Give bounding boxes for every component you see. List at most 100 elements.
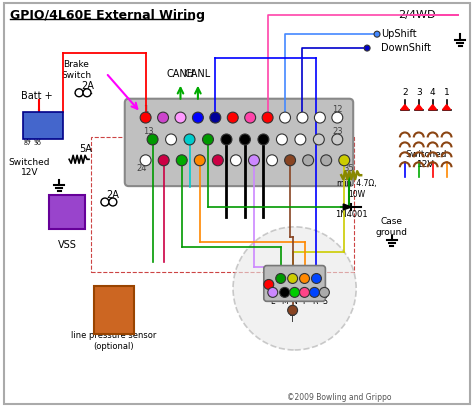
Text: 87: 87 xyxy=(24,141,31,146)
Circle shape xyxy=(258,134,269,145)
Circle shape xyxy=(313,134,324,145)
Text: 12: 12 xyxy=(332,105,343,114)
Circle shape xyxy=(276,134,287,145)
Circle shape xyxy=(202,134,213,145)
Circle shape xyxy=(374,31,380,37)
Circle shape xyxy=(248,155,259,166)
Text: N/O Main
Relay: N/O Main Relay xyxy=(26,116,61,135)
Text: 1: 1 xyxy=(444,88,449,97)
Text: VSS: VSS xyxy=(58,240,77,250)
Circle shape xyxy=(290,287,300,298)
Text: 4: 4 xyxy=(430,88,436,97)
Text: Brake
Switch: Brake Switch xyxy=(61,60,91,80)
Circle shape xyxy=(288,305,298,315)
Circle shape xyxy=(268,287,278,298)
Circle shape xyxy=(109,198,117,206)
Polygon shape xyxy=(343,204,351,210)
Circle shape xyxy=(165,134,176,145)
Circle shape xyxy=(310,287,319,298)
Circle shape xyxy=(311,274,321,283)
Circle shape xyxy=(288,274,298,283)
Text: 85: 85 xyxy=(34,137,41,142)
Circle shape xyxy=(339,155,350,166)
Circle shape xyxy=(239,134,250,145)
Text: B: B xyxy=(290,283,295,292)
Circle shape xyxy=(303,155,314,166)
Text: Gnd  5V  signal: Gnd 5V signal xyxy=(111,287,116,334)
Circle shape xyxy=(364,45,370,51)
Text: A: A xyxy=(278,283,283,292)
Bar xyxy=(91,138,354,271)
Text: 2A: 2A xyxy=(106,190,119,200)
Circle shape xyxy=(321,155,332,166)
Text: Switched
12V: Switched 12V xyxy=(405,150,447,169)
Text: P: P xyxy=(302,297,307,306)
Circle shape xyxy=(332,134,343,145)
Circle shape xyxy=(83,89,91,97)
Circle shape xyxy=(332,112,343,123)
FancyBboxPatch shape xyxy=(264,266,325,301)
Text: 13: 13 xyxy=(143,127,154,136)
Circle shape xyxy=(175,112,186,123)
Circle shape xyxy=(194,155,205,166)
Text: D: D xyxy=(313,283,319,292)
Circle shape xyxy=(280,112,291,123)
Text: 2: 2 xyxy=(402,88,408,97)
Text: GPIO/4L60E External Wiring: GPIO/4L60E External Wiring xyxy=(9,9,205,22)
Circle shape xyxy=(264,280,274,289)
Text: UpShift: UpShift xyxy=(381,29,417,39)
Polygon shape xyxy=(401,105,409,109)
Circle shape xyxy=(147,134,158,145)
Bar xyxy=(94,287,134,334)
Bar xyxy=(24,112,63,140)
Circle shape xyxy=(176,155,187,166)
Polygon shape xyxy=(428,105,437,109)
Text: CANH: CANH xyxy=(166,69,194,79)
Circle shape xyxy=(158,155,169,166)
Text: 2A: 2A xyxy=(81,81,94,91)
Text: 1: 1 xyxy=(143,105,148,114)
Circle shape xyxy=(101,198,109,206)
Text: 86: 86 xyxy=(24,137,31,142)
Circle shape xyxy=(245,112,255,123)
Text: 3: 3 xyxy=(416,88,422,97)
Text: ©2009 Bowling and Grippo: ©2009 Bowling and Grippo xyxy=(287,393,392,402)
Text: R: R xyxy=(312,297,317,306)
Text: DownShift: DownShift xyxy=(381,43,431,53)
Circle shape xyxy=(284,155,296,166)
Text: Switched
12V: Switched 12V xyxy=(9,158,50,177)
Text: T: T xyxy=(290,315,295,324)
Text: line pressure sensor
(optional): line pressure sensor (optional) xyxy=(71,331,156,351)
Circle shape xyxy=(280,287,290,298)
Text: 2/4WD: 2/4WD xyxy=(398,10,436,20)
Circle shape xyxy=(228,112,238,123)
Text: 5A: 5A xyxy=(79,144,92,154)
Text: N: N xyxy=(292,297,298,306)
Text: 35: 35 xyxy=(343,164,354,173)
Circle shape xyxy=(140,112,151,123)
Text: Batt +: Batt + xyxy=(21,91,53,101)
Circle shape xyxy=(210,112,221,123)
Text: L: L xyxy=(271,297,275,306)
Circle shape xyxy=(266,155,277,166)
FancyBboxPatch shape xyxy=(125,99,353,186)
Circle shape xyxy=(184,134,195,145)
Circle shape xyxy=(319,287,329,298)
Circle shape xyxy=(221,134,232,145)
Text: Case
ground: Case ground xyxy=(376,217,408,236)
Circle shape xyxy=(233,227,356,350)
Circle shape xyxy=(297,112,308,123)
Polygon shape xyxy=(415,105,423,109)
Text: M: M xyxy=(282,297,288,306)
Circle shape xyxy=(75,89,83,97)
Circle shape xyxy=(230,155,241,166)
Circle shape xyxy=(276,274,286,283)
Circle shape xyxy=(157,112,169,123)
Text: 30: 30 xyxy=(34,141,41,146)
Text: 24: 24 xyxy=(137,164,147,173)
Circle shape xyxy=(300,274,310,283)
Circle shape xyxy=(300,287,310,298)
Bar xyxy=(49,195,85,229)
Text: E: E xyxy=(266,289,271,298)
Circle shape xyxy=(262,112,273,123)
